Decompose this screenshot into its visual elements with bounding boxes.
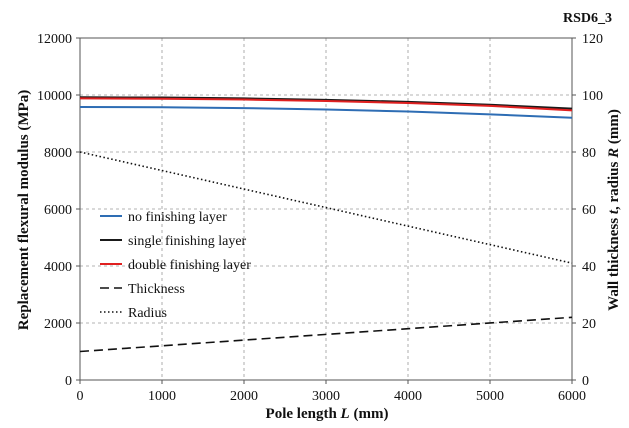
x-axis-label: Pole length L (mm) xyxy=(266,406,389,422)
y-right-tick-label: 100 xyxy=(582,89,603,104)
y-left-tick-label: 0 xyxy=(65,374,72,389)
legend-label-radius: Radius xyxy=(128,306,167,321)
y-right-tick-label: 40 xyxy=(582,260,596,275)
legend-label-single-finishing-layer: single finishing layer xyxy=(128,234,247,249)
chart-tag: RSD6_3 xyxy=(563,11,612,26)
x-tick-label: 4000 xyxy=(394,389,422,404)
x-tick-label: 2000 xyxy=(230,389,258,404)
series-line-radius xyxy=(79,151,573,264)
y-axis-right-label: Wall thickness t, radius R (mm) xyxy=(606,109,622,311)
series-line-single-finishing-layer xyxy=(79,96,573,110)
y-left-tick-label: 12000 xyxy=(37,32,72,47)
series-line-double-finishing-layer xyxy=(79,97,573,112)
x-tick-label: 6000 xyxy=(558,389,586,404)
legend-label-thickness: Thickness xyxy=(128,282,185,297)
x-tick-label: 1000 xyxy=(148,389,176,404)
y-left-tick-label: 8000 xyxy=(44,146,72,161)
y-right-tick-label: 120 xyxy=(582,32,603,47)
y-left-tick-label: 4000 xyxy=(44,260,72,275)
y-right-tick-label: 80 xyxy=(582,146,596,161)
x-tick-label: 3000 xyxy=(312,389,340,404)
series-line-thickness xyxy=(79,316,573,353)
series-lines xyxy=(79,96,573,353)
x-tick-label: 0 xyxy=(77,389,84,404)
legend-label-no-finishing-layer: no finishing layer xyxy=(128,210,227,225)
x-tick-label: 5000 xyxy=(476,389,504,404)
y-right-tick-label: 0 xyxy=(582,374,589,389)
legend-label-double-finishing-layer: double finishing layer xyxy=(128,258,251,273)
legend: no finishing layer single finishing layer… xyxy=(100,210,251,321)
series-line-no-finishing-layer xyxy=(79,105,573,119)
y-axis-left-label: Replacement flexural modulus (MPa) xyxy=(16,90,32,330)
y-right-tick-label: 20 xyxy=(582,317,596,332)
y-left-tick-label: 10000 xyxy=(37,89,72,104)
y-left-tick-label: 6000 xyxy=(44,203,72,218)
y-left-tick-label: 2000 xyxy=(44,317,72,332)
y-right-tick-label: 60 xyxy=(582,203,596,218)
